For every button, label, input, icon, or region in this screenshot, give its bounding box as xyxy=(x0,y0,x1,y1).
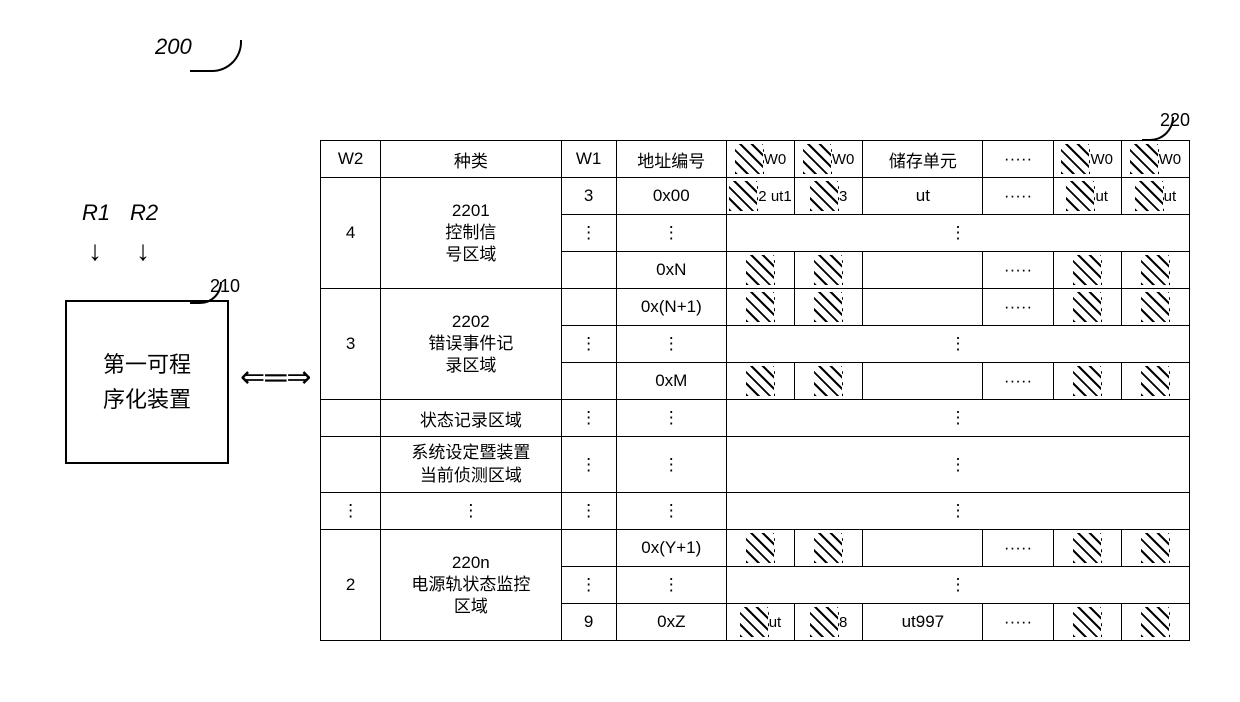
regionN-w2: 2 xyxy=(321,530,381,641)
region1-r1-c2: 3 xyxy=(795,178,863,215)
region1-row1: 4 2201 控制信 号区域 3 0x00 2 ut1 3 ut ····· u… xyxy=(321,178,1190,215)
regionN-label: 220n 电源轨状态监控 区域 xyxy=(381,530,561,641)
label-R1: R1 xyxy=(82,200,110,226)
region2-row1: 3 2202 错误事件记 录区域 0x(N+1) ····· xyxy=(321,289,1190,326)
hdr-dots: ····· xyxy=(983,141,1053,178)
region1-r1-c2b: ut xyxy=(863,178,983,215)
memory-table: W2 种类 W1 地址编号 W0 W0 储存单元 ····· W0 W0 4 2… xyxy=(320,140,1190,641)
box210-line2: 序化装置 xyxy=(103,387,191,412)
hdr-addr: 地址编号 xyxy=(616,141,726,178)
region1-r1-dots: ····· xyxy=(983,178,1053,215)
region3-row: 状态记录区域 ⋮ ⋮ ⋮ xyxy=(321,400,1190,437)
hdr-W1: W1 xyxy=(561,141,616,178)
region2-r1-addr: 0x(N+1) xyxy=(616,289,726,326)
regionN-r1-addr: 0x(Y+1) xyxy=(616,530,726,567)
regionN-r3-w1: 9 xyxy=(561,604,616,641)
hdr-W0-1: W0 xyxy=(726,141,794,178)
arrow-R2: ↓ xyxy=(136,235,150,267)
ellipsis-row: ⋮ ⋮ ⋮ ⋮ ⋮ xyxy=(321,493,1190,530)
hdr-W2: W2 xyxy=(321,141,381,178)
regionN-r3-addr: 0xZ xyxy=(616,604,726,641)
region2-label: 2202 错误事件记 录区域 xyxy=(381,289,561,400)
region2-r3-addr: 0xM xyxy=(616,363,726,400)
box-210: 第一可程 序化装置 xyxy=(65,300,229,464)
hdr-W0-3: W0 xyxy=(1053,141,1121,178)
region3-label: 状态记录区域 xyxy=(381,400,561,437)
box210-line1: 第一可程 xyxy=(103,352,191,377)
region2-w2: 3 xyxy=(321,289,381,400)
hdr-kind: 种类 xyxy=(381,141,561,178)
region1-r1-c1: 2 ut1 xyxy=(726,178,794,215)
region1-r1-w1: 3 xyxy=(561,178,616,215)
hdr-W0-2: W0 xyxy=(795,141,863,178)
region1-label: 2201 控制信 号区域 xyxy=(381,178,561,289)
table-header: W2 种类 W1 地址编号 W0 W0 储存单元 ····· W0 W0 xyxy=(321,141,1190,178)
ref-200: 200 xyxy=(155,34,192,60)
hdr-W0-4: W0 xyxy=(1121,141,1189,178)
arc-220 xyxy=(1142,117,1174,141)
region1-w2: 4 xyxy=(321,178,381,289)
region1-r1-addr: 0x00 xyxy=(616,178,726,215)
region4-label: 系统设定暨装置 当前侦测区域 xyxy=(381,437,561,493)
region4-row: 系统设定暨装置 当前侦测区域 ⋮ ⋮ ⋮ xyxy=(321,437,1190,493)
region1-r1-c3: ut xyxy=(1053,178,1121,215)
hdr-storage: 储存单元 xyxy=(863,141,983,178)
arrow-R1: ↓ xyxy=(88,235,102,267)
label-R2: R2 xyxy=(130,200,158,226)
region1-r1-c4: ut xyxy=(1121,178,1189,215)
arc-200 xyxy=(190,40,242,72)
region1-r3-addr: 0xN xyxy=(616,252,726,289)
bidir-arrow: ⇐═⇒ xyxy=(240,360,312,395)
regionN-row1: 2 220n 电源轨状态监控 区域 0x(Y+1) ····· xyxy=(321,530,1190,567)
